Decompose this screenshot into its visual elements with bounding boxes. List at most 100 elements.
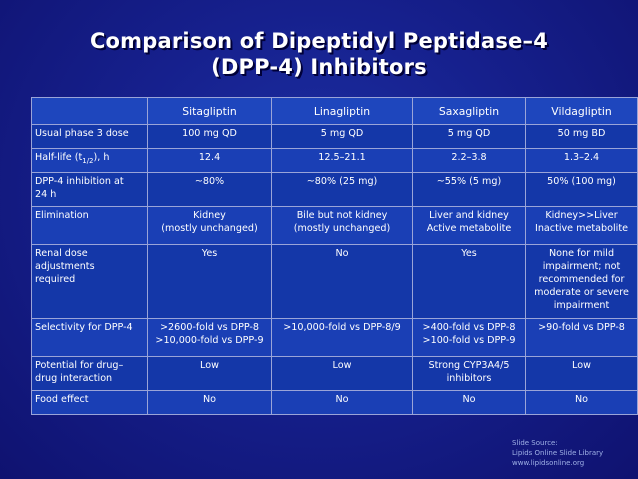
table-cell-line: Kidney: [193, 210, 226, 221]
table-cell-line: Yes: [461, 248, 477, 259]
table-cell: Yes: [412, 244, 526, 319]
row-label-line: required: [35, 274, 76, 285]
slide-title-line-1: Comparison of Dipeptidyl Peptidase–4: [89, 29, 549, 53]
table-cell: 5 mg QD: [271, 124, 413, 149]
table-cell-line: 5 mg QD: [320, 128, 364, 139]
table-cell-line: >10,000-fold vs DPP-8/9: [283, 322, 401, 333]
table-cell: Liver and kidney Active metabolite: [412, 206, 526, 245]
table-row: Potential for drug– drug interaction Low Lo…: [31, 356, 638, 391]
table-cell-line: >2600-fold vs DPP-8: [159, 322, 259, 333]
table-cell-line: >10,000-fold vs DPP-9: [155, 335, 264, 346]
source-line: Lipids Online Slide Library: [512, 449, 604, 457]
table-cell: >2600-fold vs DPP-8 >10,000-fold vs DPP-9: [147, 318, 272, 357]
row-label-line: Elimination: [35, 210, 89, 221]
table-cell-line: Kidney>>Liver: [545, 210, 618, 221]
table-cell: No: [147, 390, 272, 415]
comparison-table: Sitagliptin Linagliptin Saxagliptin Vild…: [31, 97, 638, 415]
table-cell: Kidney (mostly unchanged): [147, 206, 272, 245]
column-header: Vildagliptin: [525, 97, 638, 125]
row-label: Elimination: [31, 206, 148, 245]
table-cell-line: No: [335, 248, 349, 259]
column-header: Saxagliptin: [412, 97, 526, 125]
row-label-line: adjustments: [35, 261, 95, 272]
table-row: Half-life (t1/2), h 12.4 12.5–21.1 2.2–3.8 1…: [31, 148, 638, 173]
table-cell-line: Low: [572, 360, 591, 371]
table-cell: ~80% (25 mg): [271, 172, 413, 207]
table-cell-line: 50% (100 mg): [547, 176, 616, 187]
table-cell: None for mild impairment; not recommended …: [525, 244, 638, 319]
table-cell: 12.5–21.1: [271, 148, 413, 173]
table-cell: 12.4: [147, 148, 272, 173]
table-cell: Kidney>>Liver Inactive metabolite: [525, 206, 638, 245]
table-cell-line: No: [202, 394, 217, 405]
table-cell-line: 100 mg QD: [182, 128, 237, 139]
source-line: Slide Source:: [512, 439, 558, 447]
table-header-corner: [31, 97, 148, 125]
slide-title-line-2: (DPP-4) Inhibitors: [211, 55, 427, 79]
table-cell: No: [271, 244, 413, 319]
table-cell-line: No: [462, 394, 476, 405]
table-row: Selectivity for DPP-4 >2600-fold vs DPP-8…: [31, 318, 638, 357]
table-cell-line: 1.3–2.4: [563, 152, 600, 163]
table-cell-line: Low: [332, 360, 352, 371]
table-cell-line: >90-fold vs DPP-8: [538, 322, 625, 333]
row-label-line: Potential for drug–: [35, 360, 124, 371]
table-header-row: Sitagliptin Linagliptin Saxagliptin Vild…: [31, 97, 638, 125]
row-label: Food effect: [31, 390, 148, 415]
row-label-line: Renal dose: [35, 248, 88, 259]
column-header: Sitagliptin: [147, 97, 272, 125]
slide-title: Comparison of Dipeptidyl Peptidase–4 (DP…: [0, 28, 638, 80]
table-cell-line: recommended for: [538, 274, 625, 285]
table-cell-line: impairment: [553, 300, 610, 311]
row-label-line: 24 h: [35, 189, 57, 200]
table-cell-line: ~80% (25 mg): [306, 176, 378, 187]
row-label-prefix: Half-life (t: [35, 152, 83, 163]
table-cell-line: 12.5–21.1: [318, 152, 366, 163]
table-cell-line: Low: [200, 360, 219, 371]
table-cell-line: impairment; not: [542, 261, 621, 272]
row-label: DPP-4 inhibition at 24 h: [31, 172, 148, 207]
table-cell-line: None for mild: [548, 248, 615, 259]
table-cell: >90-fold vs DPP-8: [525, 318, 638, 357]
table-cell: No: [525, 390, 638, 415]
row-label-line: Half-life (t1/2), h: [35, 151, 144, 164]
table-cell-line: Liver and kidney: [429, 210, 509, 221]
table-cell: 100 mg QD: [147, 124, 272, 149]
row-label-line: Food effect: [35, 394, 89, 405]
table-cell-line: ~80%: [194, 176, 225, 187]
table-cell-line: Yes: [201, 248, 218, 259]
table-cell-line: >400-fold vs DPP-8: [422, 322, 516, 333]
table-cell-line: moderate or severe: [534, 287, 629, 298]
table-cell-line: (mostly unchanged): [293, 223, 391, 234]
table-cell-line: inhibitors: [446, 373, 492, 384]
table-cell: Low: [525, 356, 638, 391]
row-label: Usual phase 3 dose: [31, 124, 148, 149]
table-cell: ~55% (5 mg): [412, 172, 526, 207]
table-cell: No: [271, 390, 413, 415]
table-row: DPP-4 inhibition at 24 h ~80% ~80% (25 mg) ~…: [31, 172, 638, 207]
row-label: Potential for drug– drug interaction: [31, 356, 148, 391]
table-cell: No: [412, 390, 526, 415]
table-cell-line: Strong CYP3A4/5: [428, 360, 510, 371]
table-row: Food effect No No No No: [31, 390, 638, 415]
table-cell: ~80%: [147, 172, 272, 207]
table-cell: Strong CYP3A4/5 inhibitors: [412, 356, 526, 391]
table-cell: 1.3–2.4: [525, 148, 638, 173]
slide-source-note: Slide Source: Lipids Online Slide Librar…: [512, 438, 603, 468]
table-cell: 50% (100 mg): [525, 172, 638, 207]
row-label-line: Usual phase 3 dose: [35, 128, 129, 139]
table-cell: Yes: [147, 244, 272, 319]
table-cell-line: >100-fold vs DPP-9: [422, 335, 516, 346]
table-cell-line: 5 mg QD: [447, 128, 491, 139]
row-label: Half-life (t1/2), h: [31, 148, 148, 173]
table-row: Usual phase 3 dose 100 mg QD 5 mg QD 5 mg Q…: [31, 124, 638, 149]
table-cell-line: ~55% (5 mg): [436, 176, 502, 187]
table-cell-line: Inactive metabolite: [535, 223, 628, 234]
table-cell-line: No: [574, 394, 589, 405]
table-cell-line: Active metabolite: [426, 223, 512, 234]
row-label-line: DPP-4 inhibition at: [35, 176, 124, 187]
table-cell-line: No: [335, 394, 349, 405]
table-cell: >10,000-fold vs DPP-8/9: [271, 318, 413, 357]
table-cell-line: 2.2–3.8: [451, 152, 487, 163]
